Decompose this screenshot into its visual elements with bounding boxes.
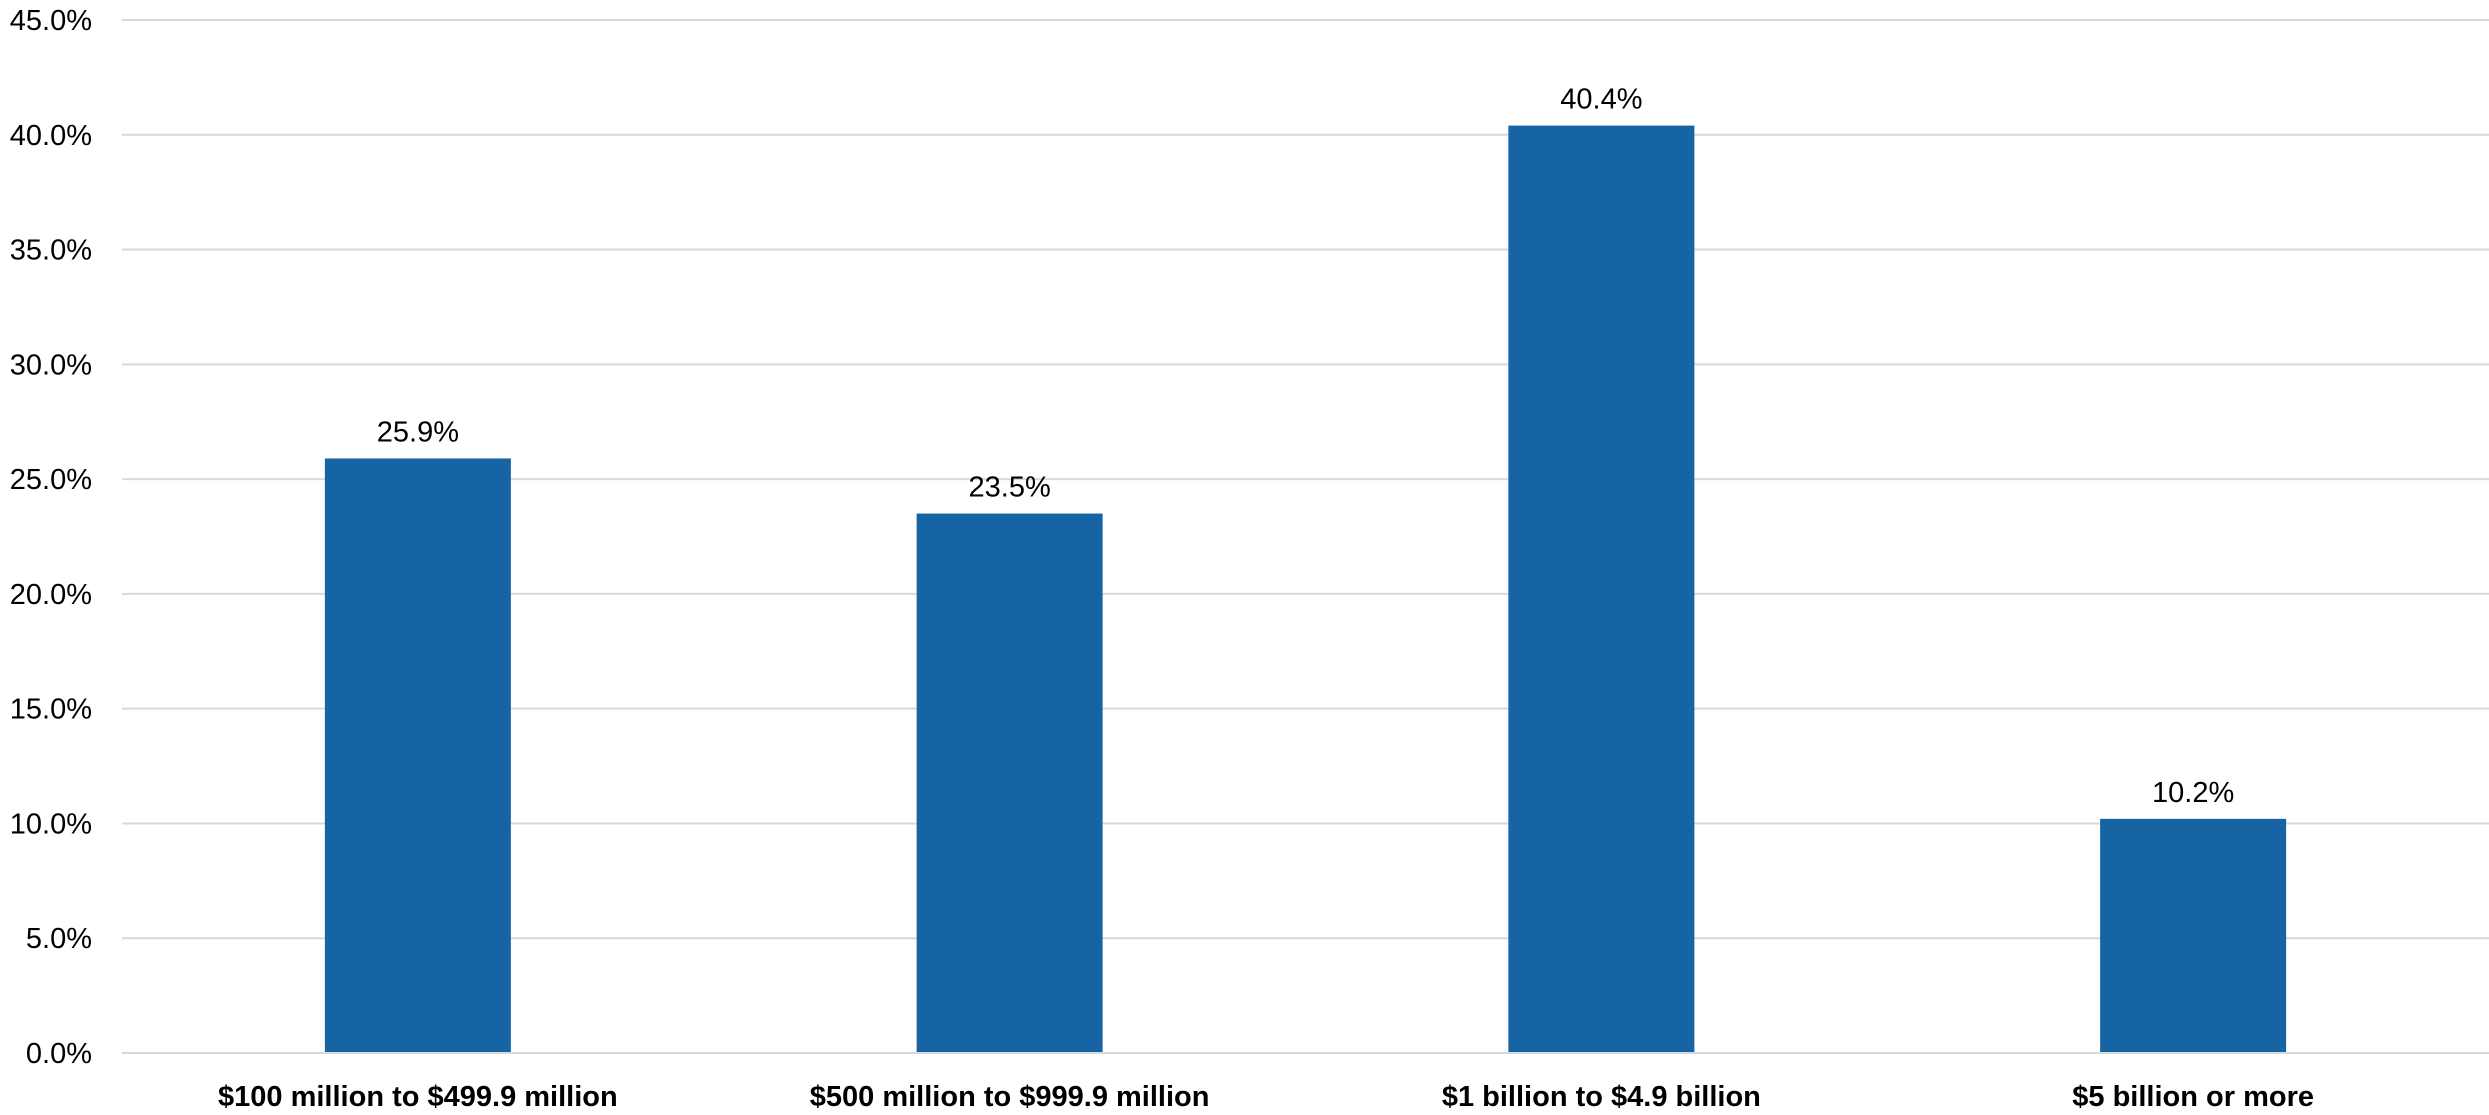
bar — [2100, 818, 2287, 1053]
x-category-label: $1 billion to $4.9 billion — [1442, 1081, 1761, 1113]
bar — [1508, 125, 1695, 1053]
y-tick-label: 10.0% — [10, 808, 92, 840]
data-label: 25.9% — [377, 416, 459, 448]
y-tick-label: 45.0% — [10, 5, 92, 37]
data-labels: 25.9% 23.5% 40.4% 10.2% — [377, 84, 2234, 809]
y-axis-tick-labels: 0.0% 5.0% 10.0% 15.0% 20.0% 25.0% 30.0% 35.0% 40… — [10, 5, 92, 1070]
data-label: 10.2% — [2152, 777, 2234, 809]
y-tick-label: 40.0% — [10, 120, 92, 152]
grid-lines — [122, 19, 2489, 940]
data-label: 23.5% — [969, 472, 1051, 504]
x-category-label: $5 billion or more — [2072, 1081, 2314, 1113]
y-tick-label: 25.0% — [10, 464, 92, 496]
x-category-label: $500 million to $999.9 million — [810, 1081, 1210, 1113]
bars — [324, 125, 2287, 1053]
x-axis-category-labels: $100 million to $499.9 million $500 milli… — [218, 1081, 2314, 1113]
bar — [916, 513, 1103, 1053]
y-tick-label: 20.0% — [10, 579, 92, 611]
y-tick-label: 0.0% — [26, 1038, 92, 1070]
y-tick-label: 5.0% — [26, 923, 92, 955]
bar — [324, 458, 511, 1053]
y-tick-label: 35.0% — [10, 235, 92, 267]
y-tick-label: 15.0% — [10, 694, 92, 726]
data-label: 40.4% — [1560, 84, 1642, 116]
x-category-label: $100 million to $499.9 million — [218, 1081, 618, 1113]
y-tick-label: 30.0% — [10, 349, 92, 381]
